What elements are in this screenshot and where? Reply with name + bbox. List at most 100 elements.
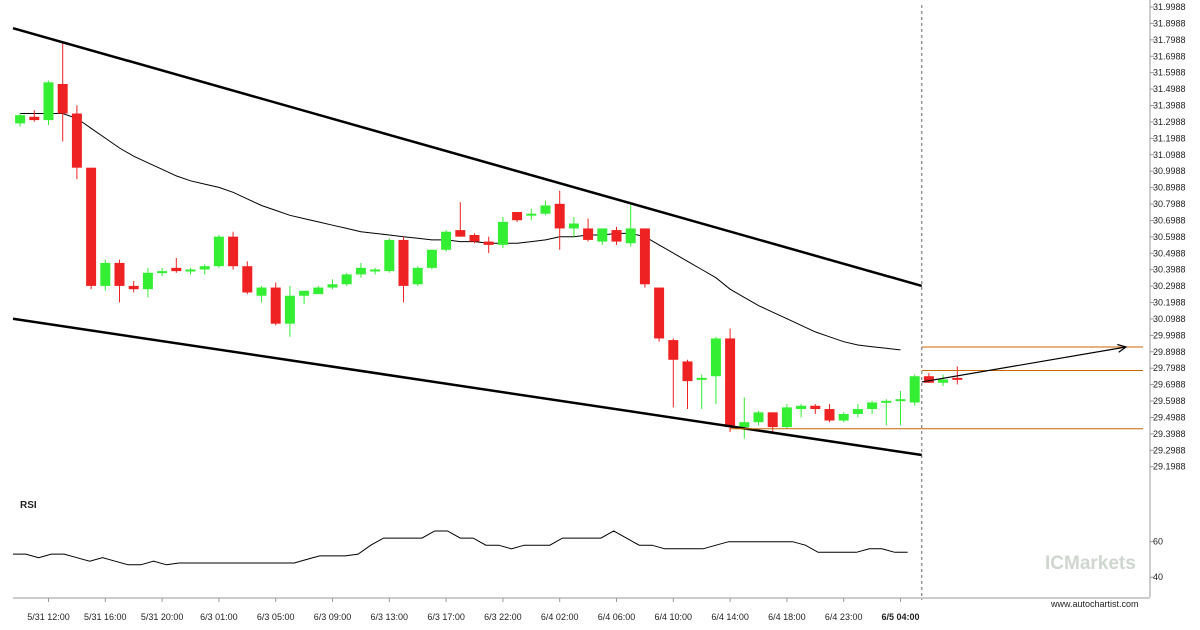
candle-body: [43, 82, 54, 121]
candle-body: [639, 228, 650, 285]
time-tick-label: 6/4 02:00: [541, 612, 579, 622]
candle-body: [526, 213, 537, 216]
candles-layer: [15, 42, 963, 439]
price-tick-label: 31.8988: [1153, 18, 1186, 28]
price-tick-label: 30.2988: [1153, 281, 1186, 291]
time-tick-label: 6/5 04:00: [881, 612, 919, 622]
candle: [412, 266, 423, 286]
candle: [57, 42, 68, 142]
candle-body: [228, 236, 239, 267]
candle: [185, 267, 196, 275]
candle-body: [469, 235, 480, 242]
candle: [242, 261, 253, 295]
candle-body: [725, 338, 736, 428]
price-tick-label: 31.4988: [1153, 84, 1186, 94]
rsi-title: RSI: [20, 500, 37, 511]
time-axis: 5/31 12:00 5/31 16:00 5/31 20:00 6/3 01:00 6…: [13, 597, 1150, 622]
price-tick-label: 29.8988: [1153, 347, 1186, 357]
candle-body: [540, 205, 551, 214]
candle: [654, 287, 665, 342]
price-tick-label: 30.4988: [1153, 248, 1186, 258]
candle-body: [441, 231, 452, 250]
candle-body: [455, 230, 466, 237]
candle-body: [426, 249, 437, 268]
time-tick-label: 6/3 22:00: [484, 612, 522, 622]
candle-body: [341, 274, 352, 285]
projection-arrowhead: [1117, 343, 1128, 353]
candle-body: [696, 377, 707, 380]
candle: [29, 110, 40, 122]
candle: [71, 105, 82, 180]
candle-body: [583, 228, 594, 240]
price-tick-label: 31.0988: [1153, 150, 1186, 160]
candle: [526, 208, 537, 221]
candle: [696, 374, 707, 410]
candle: [554, 190, 565, 250]
candle-body: [625, 228, 636, 244]
candle-body: [810, 405, 821, 410]
price-tick-label: 30.8988: [1153, 183, 1186, 193]
candle: [710, 336, 721, 405]
candle-body: [867, 402, 878, 410]
candle-body: [384, 239, 395, 272]
candle-body: [213, 236, 224, 267]
time-tick-label: 6/3 01:00: [200, 612, 238, 622]
candle: [796, 404, 807, 418]
time-tick-label: 6/4 18:00: [768, 612, 806, 622]
price-tick-label: 30.5988: [1153, 232, 1186, 242]
candle-body: [171, 267, 182, 272]
candle: [938, 374, 949, 387]
candle: [568, 216, 579, 237]
moving-average-line: [20, 113, 901, 351]
candle-body: [483, 241, 494, 245]
time-tick-label: 6/3 09:00: [314, 612, 352, 622]
time-tick-label: 6/4 14:00: [711, 612, 749, 622]
candle: [583, 218, 594, 242]
time-tick-label: 6/4 23:00: [825, 612, 863, 622]
candle: [455, 202, 466, 237]
price-tick-label: 29.1988: [1153, 462, 1186, 472]
candle: [128, 280, 139, 293]
candle: [341, 272, 352, 286]
price-tick-label: 30.3988: [1153, 265, 1186, 275]
rsi-tick-label: 40: [1153, 572, 1163, 582]
candle-body: [824, 409, 835, 421]
candle-body: [895, 399, 906, 402]
candle: [171, 257, 182, 273]
candle-body: [242, 266, 253, 293]
time-tick-label: 6/3 17:00: [427, 612, 465, 622]
rsi-panel: RSI 60 40: [13, 500, 1163, 582]
time-tick-label: 5/31 12:00: [27, 612, 70, 622]
candle: [838, 412, 849, 423]
candle: [284, 285, 295, 337]
candle: [441, 230, 452, 252]
candle: [270, 282, 281, 326]
candle-body: [838, 413, 849, 421]
candle: [355, 262, 366, 278]
price-tick-label: 29.2988: [1153, 445, 1186, 455]
candle-body: [654, 287, 665, 339]
candle: [540, 200, 551, 216]
candle-body: [128, 285, 139, 290]
price-tick-label: 29.3988: [1153, 429, 1186, 439]
candle-body: [739, 422, 750, 428]
candle: [867, 400, 878, 414]
price-tick-label: 31.5988: [1153, 68, 1186, 78]
candle-body: [412, 267, 423, 285]
candle-body: [668, 340, 679, 360]
candle: [15, 113, 26, 127]
candle: [497, 216, 508, 249]
candle: [213, 235, 224, 268]
candle-body: [157, 271, 168, 274]
projection-line: [921, 346, 1127, 383]
candle-body: [86, 167, 97, 286]
candle-body: [114, 262, 125, 286]
price-tick-label: 30.0988: [1153, 314, 1186, 324]
candle-body: [370, 269, 381, 272]
candle: [739, 397, 750, 439]
candle: [611, 226, 622, 245]
candle: [426, 249, 437, 270]
candle-body: [313, 287, 324, 295]
candle-body: [284, 295, 295, 324]
candle: [114, 259, 125, 303]
